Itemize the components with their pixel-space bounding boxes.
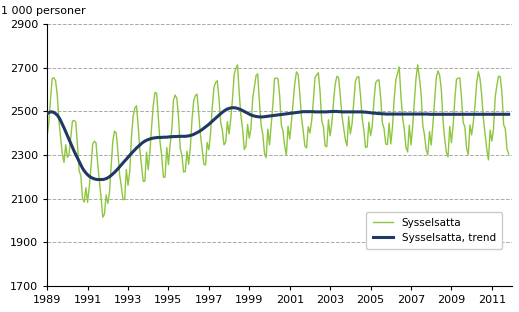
Sysselsatta — [302, 144, 308, 148]
Sysselsatta, trend — [335, 110, 342, 114]
Sysselsatta — [506, 152, 512, 156]
Sysselsatta — [322, 144, 328, 148]
Sysselsatta, trend — [94, 178, 101, 181]
Text: 1 000 personer: 1 000 personer — [1, 6, 85, 16]
Sysselsatta, trend — [304, 110, 310, 114]
Sysselsatta — [367, 134, 374, 138]
Sysselsatta, trend — [506, 112, 512, 116]
Sysselsatta — [44, 134, 50, 138]
Legend: Sysselsatta, Sysselsatta, trend: Sysselsatta, Sysselsatta, trend — [366, 212, 502, 249]
Sysselsatta — [415, 63, 421, 67]
Sysselsatta, trend — [324, 110, 330, 114]
Sysselsatta — [334, 75, 340, 78]
Sysselsatta, trend — [229, 106, 236, 110]
Line: Sysselsatta: Sysselsatta — [47, 65, 509, 217]
Sysselsatta — [154, 91, 160, 95]
Sysselsatta — [201, 162, 207, 166]
Sysselsatta, trend — [369, 111, 375, 115]
Line: Sysselsatta, trend: Sysselsatta, trend — [47, 108, 509, 179]
Sysselsatta, trend — [154, 136, 160, 139]
Sysselsatta, trend — [44, 112, 50, 115]
Sysselsatta — [100, 215, 106, 219]
Sysselsatta, trend — [201, 126, 207, 130]
